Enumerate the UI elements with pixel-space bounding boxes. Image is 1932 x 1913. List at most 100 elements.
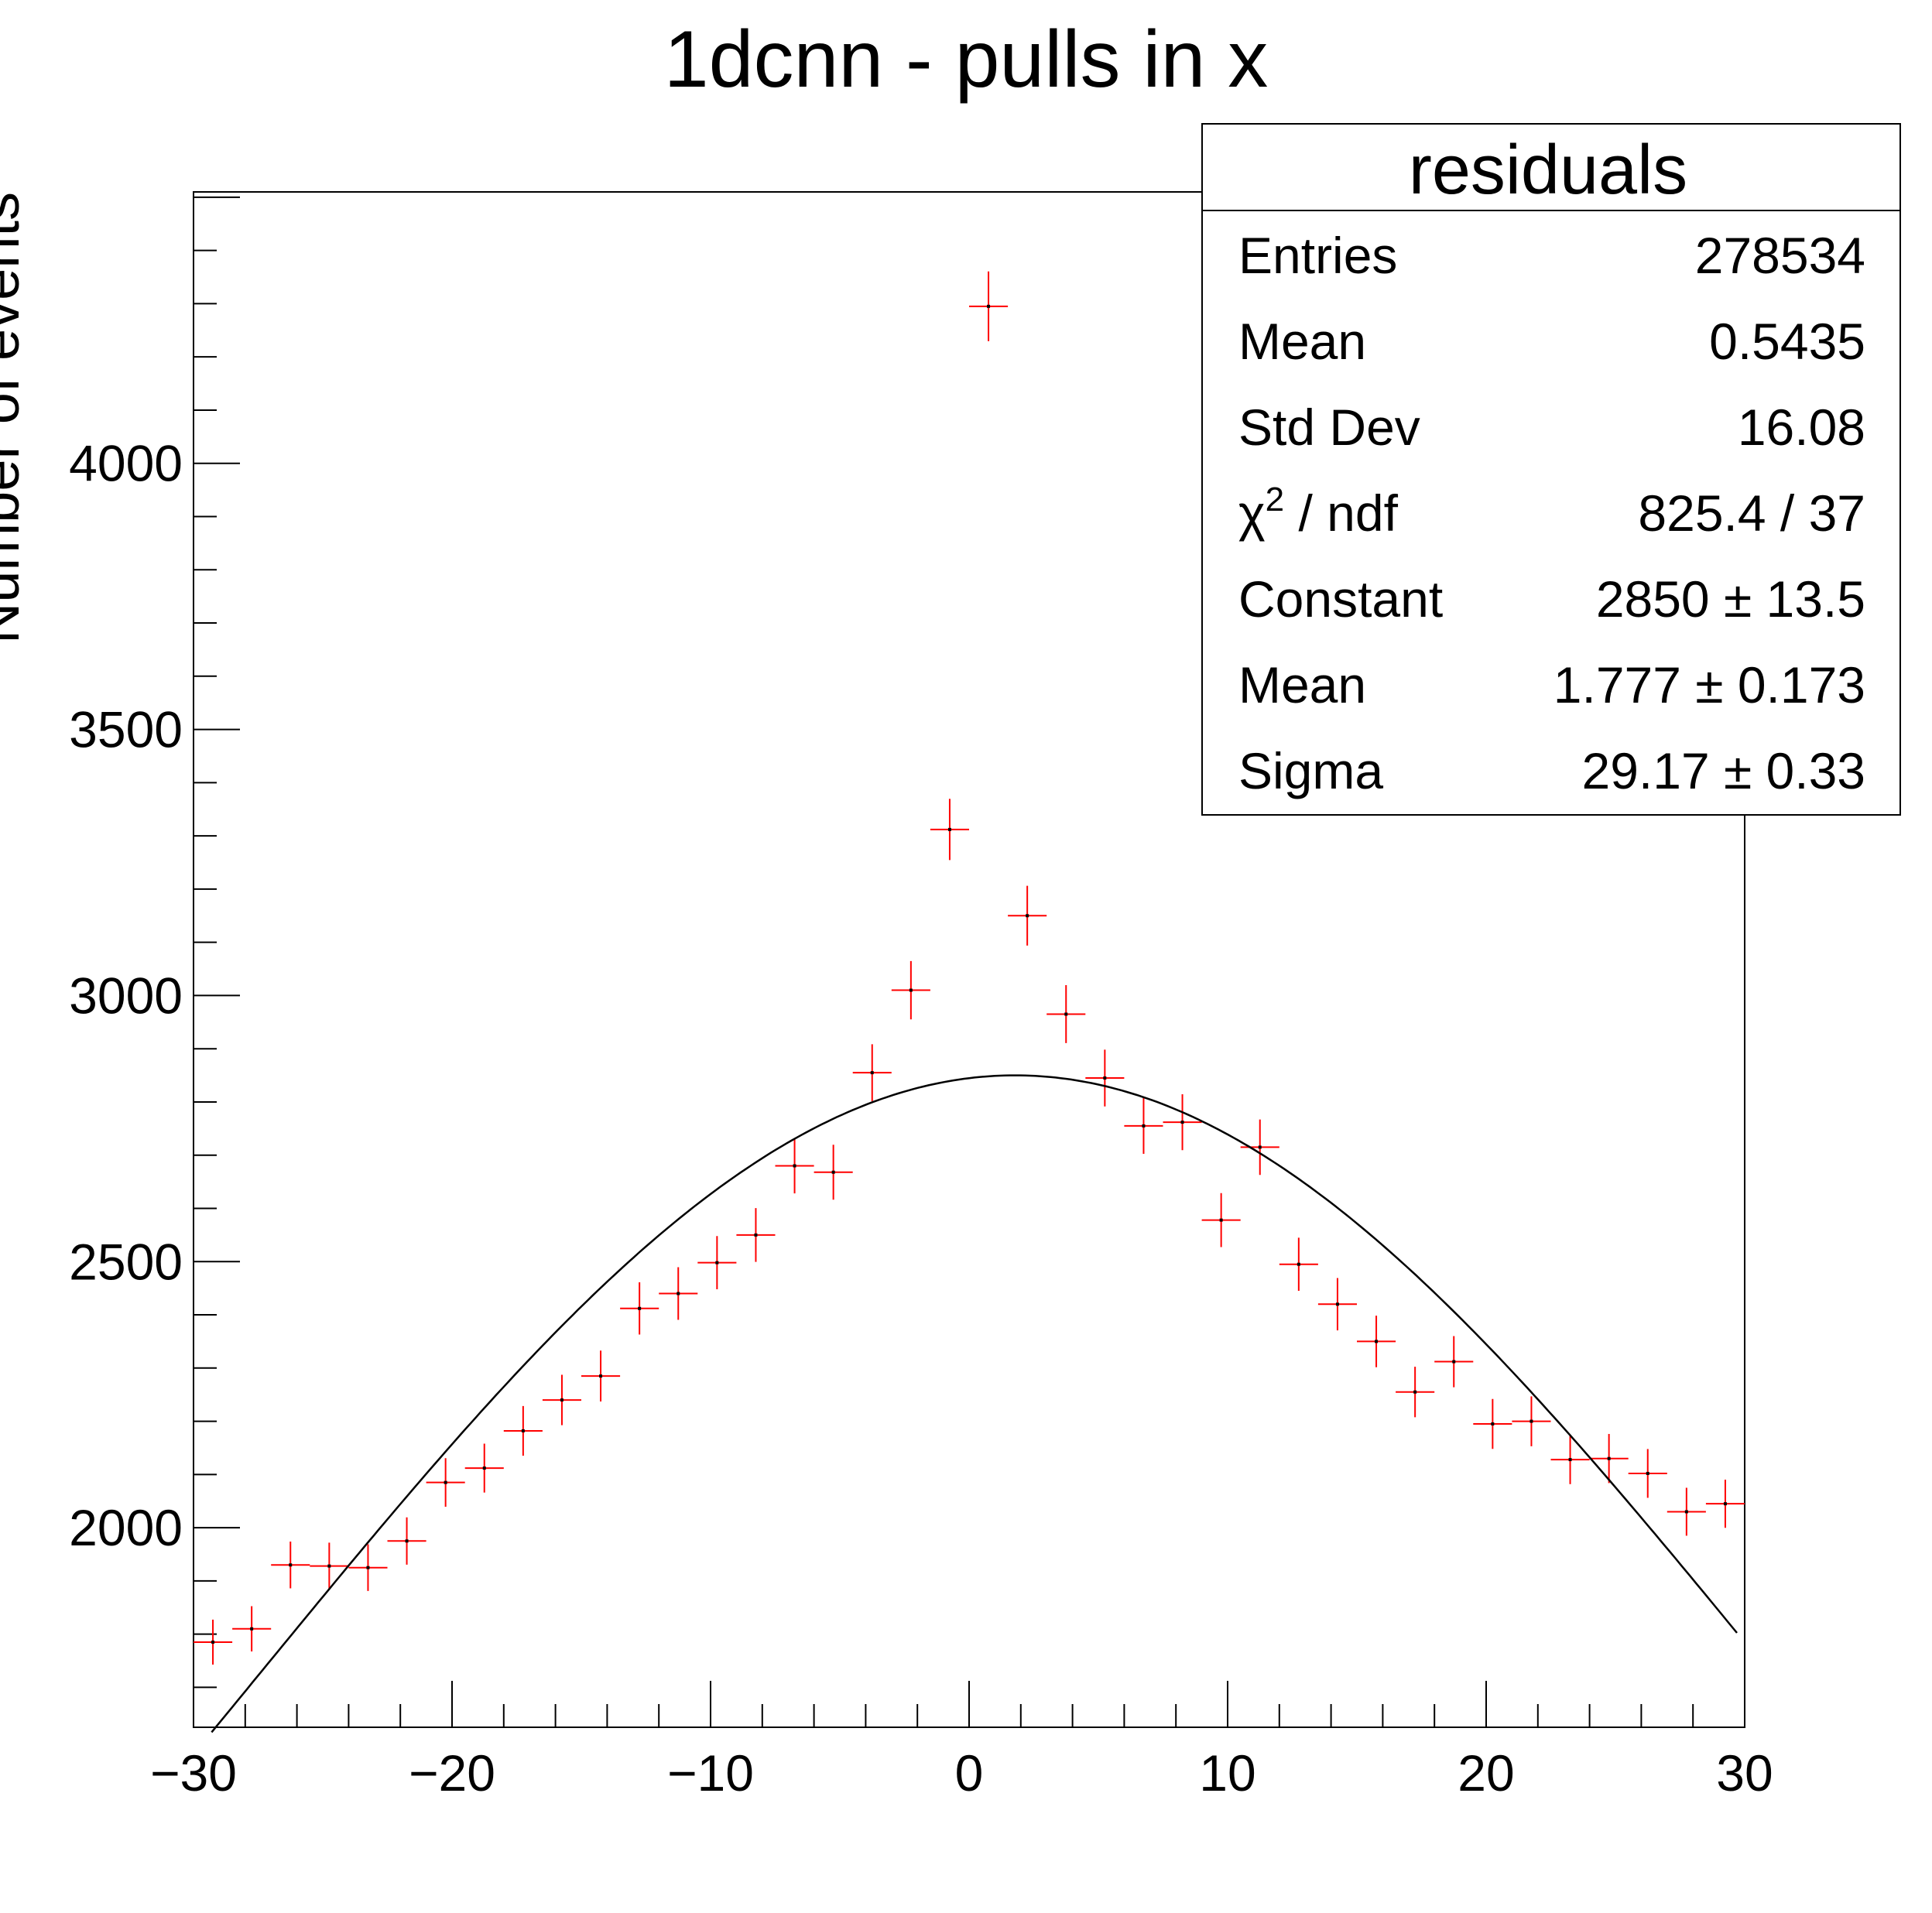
stats-row-label: Constant [1238,570,1443,628]
data-point [736,1208,776,1262]
stats-row-label: Std Dev [1238,399,1420,456]
x-tick-label: −30 [150,1744,237,1802]
stats-row-label: χ2 / ndf [1238,481,1399,542]
x-tick-label: 10 [1199,1744,1255,1802]
data-point [969,271,1009,341]
point-marker [1064,1012,1068,1016]
data-point [852,1044,892,1101]
data-point [1008,885,1047,946]
data-point [426,1458,465,1507]
stats-box-frame [1201,123,1901,816]
data-point [1396,1367,1435,1418]
data-point [930,799,969,861]
stats-row-value: 2850 ± 13.5 [1596,570,1865,628]
data-point [1512,1396,1551,1446]
stats-row-value: 29.17 ± 0.33 [1581,742,1865,799]
y-tick-label: 3000 [69,967,183,1024]
stats-row-value: 1.777 ± 0.173 [1553,656,1865,714]
data-points [194,271,1745,1665]
y-axis-title: Number of events [0,192,31,644]
y-tick-label: 2000 [69,1499,183,1556]
data-point [232,1606,272,1652]
data-point [387,1517,426,1565]
stats-row-label: Mean [1238,656,1366,714]
stats-row-label: Entries [1238,227,1397,284]
data-point [775,1138,814,1194]
stats-row-value: 16.08 [1738,399,1865,456]
data-point [1317,1278,1357,1331]
point-marker [560,1398,564,1402]
point-marker [793,1164,796,1168]
point-marker [831,1170,835,1174]
point-marker [444,1480,447,1484]
data-point [1163,1093,1202,1151]
data-point [620,1282,659,1335]
data-point [891,960,930,1020]
data-point [271,1542,310,1589]
y-axis-ticks [194,196,240,1689]
point-marker [599,1374,603,1378]
point-marker [327,1564,331,1568]
data-point [1705,1480,1745,1528]
x-tick-label: −20 [409,1744,495,1802]
x-axis-tick-labels: −30 −20 −10 0 10 20 30 [150,1744,1773,1802]
point-marker [1684,1510,1688,1514]
y-tick-label: 2500 [69,1233,183,1290]
point-marker [1142,1124,1146,1128]
point-marker [1375,1340,1379,1343]
x-axis-ticks [193,1681,1745,1727]
data-point [697,1236,737,1290]
gaussian-fit-curve [211,1074,1738,1733]
data-point [1357,1316,1396,1367]
data-point [1046,985,1086,1043]
stats-box-title: residuals [1409,132,1687,209]
point-marker [482,1466,486,1470]
point-marker [250,1627,254,1631]
point-marker [405,1539,409,1543]
data-point [464,1443,504,1493]
point-marker [1723,1502,1727,1506]
data-point [542,1374,581,1425]
data-point [194,1619,233,1665]
y-tick-label: 4000 [69,435,183,492]
y-tick-label: 3500 [69,701,183,758]
point-marker [1103,1076,1107,1080]
data-point [581,1350,621,1401]
point-marker [289,1563,293,1567]
data-point [503,1405,543,1456]
stats-box-rows: Entries 278534 Mean 0.5435 Std Dev 16.08 χ2 / … [1238,227,1865,799]
data-point [1201,1193,1241,1247]
point-marker [1452,1360,1456,1364]
point-marker [987,304,991,308]
stats-box: residuals Entries 278534 Mean 0.5435 Std Dev… [1201,123,1901,816]
point-marker [366,1566,370,1569]
data-point [1589,1433,1629,1484]
data-point [1279,1237,1318,1292]
data-point [348,1544,388,1591]
y-axis-tick-labels: 2000 2500 3000 3500 4000 [69,435,183,1556]
stats-row-value: 0.5435 [1709,313,1865,370]
data-point [1085,1049,1125,1107]
point-marker [638,1306,642,1310]
point-marker [1568,1458,1572,1462]
point-marker [947,827,951,831]
stats-row-value: 278534 [1695,227,1865,284]
x-tick-label: 0 [955,1744,984,1802]
point-marker [870,1071,874,1075]
x-tick-label: 30 [1716,1744,1773,1802]
x-tick-label: −10 [667,1744,754,1802]
data-point [1667,1487,1706,1536]
point-marker [1180,1121,1184,1124]
point-marker [1258,1145,1262,1149]
point-marker [677,1292,680,1295]
data-point [1550,1435,1590,1484]
data-point [1473,1398,1512,1449]
data-point [1628,1449,1667,1498]
point-marker [1646,1471,1649,1475]
point-marker [909,988,913,992]
point-marker [715,1261,719,1264]
data-point [1434,1336,1474,1388]
data-point [310,1542,349,1590]
x-tick-label: 20 [1458,1744,1514,1802]
point-marker [521,1429,525,1432]
